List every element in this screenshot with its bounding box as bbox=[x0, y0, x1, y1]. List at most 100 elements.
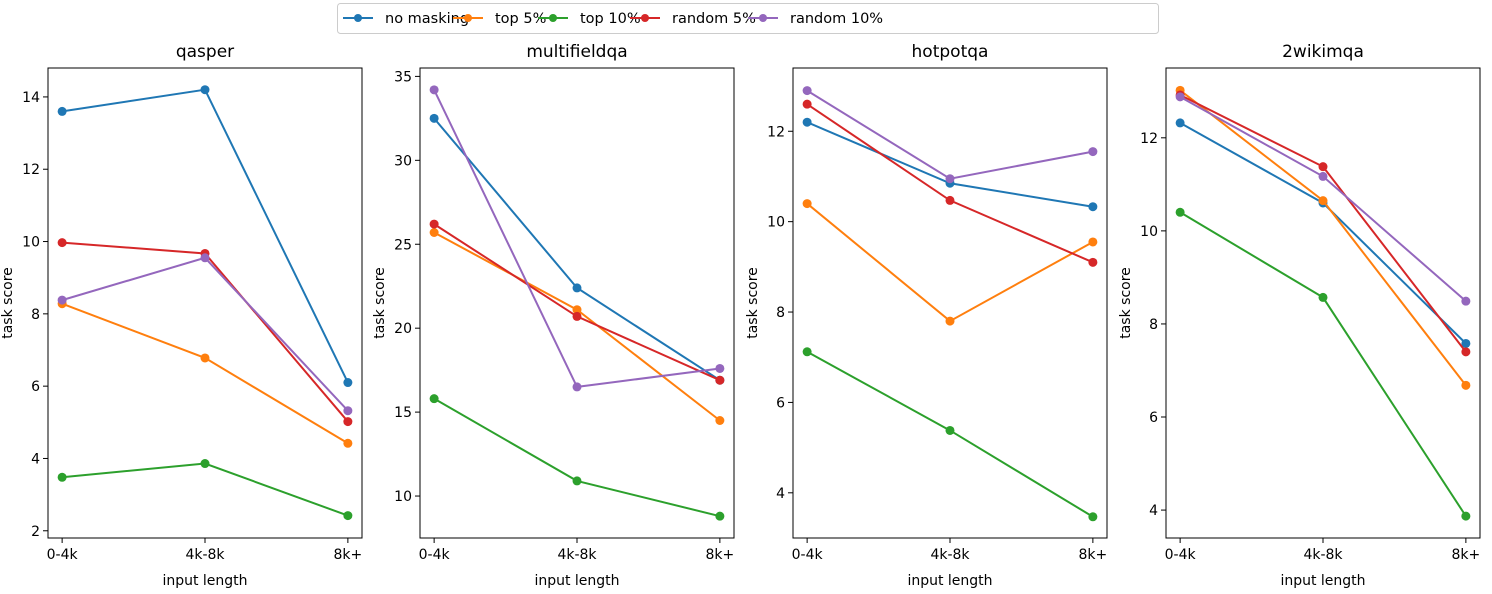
data-point bbox=[200, 85, 210, 95]
x-tick-label: 8k+ bbox=[705, 547, 734, 563]
y-tick-label: 8 bbox=[776, 305, 785, 321]
data-point bbox=[802, 199, 812, 209]
y-tick-label: 30 bbox=[394, 153, 412, 169]
series-top-5- bbox=[802, 199, 1098, 326]
x-tick-label: 0-4k bbox=[419, 547, 451, 563]
legend-entry: no masking bbox=[343, 11, 469, 27]
y-axis-label: task score bbox=[0, 267, 16, 339]
data-point bbox=[429, 219, 439, 229]
data-point bbox=[1318, 171, 1328, 181]
y-tick-label: 20 bbox=[394, 321, 412, 337]
data-point bbox=[57, 238, 67, 248]
data-point bbox=[1461, 347, 1471, 357]
y-tick-label: 8 bbox=[1149, 317, 1158, 333]
data-point bbox=[1088, 237, 1098, 247]
series-line bbox=[62, 241, 349, 423]
series-top-5- bbox=[1175, 85, 1471, 390]
data-point bbox=[343, 417, 353, 427]
data-point bbox=[715, 375, 725, 385]
y-tick-label: 4 bbox=[31, 451, 40, 467]
x-axis-label: input length bbox=[534, 573, 619, 589]
data-point bbox=[343, 406, 353, 416]
axes-frame bbox=[419, 67, 735, 539]
data-point bbox=[945, 174, 955, 184]
data-point bbox=[1318, 292, 1328, 302]
data-point bbox=[429, 228, 439, 237]
panel-multifieldqa: multifieldqa 10 15 20 25 30 35 0-4k 4k-8k 8k+ inpu… bbox=[372, 42, 735, 589]
series-line bbox=[433, 231, 721, 422]
x-tick-label: 8k+ bbox=[1078, 547, 1107, 563]
series-no-masking bbox=[1175, 118, 1471, 348]
series-line bbox=[61, 88, 349, 383]
legend-label: random 10% bbox=[790, 11, 883, 27]
series-random-10- bbox=[57, 253, 353, 416]
series-line bbox=[433, 397, 721, 518]
series-line bbox=[433, 89, 720, 389]
data-point bbox=[1318, 162, 1328, 172]
panel-hotpotqa: hotpotqa 4 6 8 10 12 0-4k 4k-8k 8k+ input length t… bbox=[745, 42, 1108, 589]
x-tick-label: 4k-8k bbox=[185, 547, 225, 563]
data-point bbox=[1175, 92, 1185, 102]
series-top-5- bbox=[429, 228, 725, 425]
series-top-10- bbox=[429, 394, 725, 521]
data-point bbox=[200, 353, 210, 363]
legend-marker-4 bbox=[759, 14, 767, 22]
legend-marker-2 bbox=[549, 14, 557, 22]
legend-entry: random 10% bbox=[748, 11, 883, 27]
legend-label: top 10% bbox=[580, 11, 641, 27]
data-point bbox=[1461, 338, 1471, 348]
x-tick-label: 4k-8k bbox=[930, 547, 970, 563]
legend-entry: top 10% bbox=[538, 11, 641, 27]
series-top-10- bbox=[57, 459, 353, 521]
data-point bbox=[429, 113, 439, 123]
series-random-5- bbox=[429, 219, 725, 385]
legend-entry: top 5% bbox=[453, 11, 546, 27]
y-tick-label: 10 bbox=[1140, 224, 1158, 240]
x-tick-label: 4k-8k bbox=[1303, 547, 1343, 563]
data-point bbox=[1088, 147, 1098, 157]
data-point bbox=[57, 106, 67, 116]
series-no-masking bbox=[57, 85, 353, 388]
series-random-5- bbox=[57, 238, 353, 427]
data-point bbox=[802, 347, 812, 357]
data-point bbox=[200, 459, 210, 469]
series-line bbox=[62, 462, 349, 517]
data-point bbox=[572, 311, 582, 321]
panels: qasper 2 4 6 8 10 12 14 0-4k 4k-8k 8k+ input length… bbox=[0, 42, 1481, 589]
data-point bbox=[715, 363, 725, 373]
series-line bbox=[806, 202, 1094, 323]
x-tick-label: 8k+ bbox=[1451, 547, 1480, 563]
data-point bbox=[802, 86, 812, 96]
y-tick-label: 10 bbox=[22, 235, 40, 251]
x-tick-label: 0-4k bbox=[792, 547, 824, 563]
legend-entry: random 5% bbox=[630, 11, 756, 27]
y-tick-label: 6 bbox=[776, 395, 785, 411]
data-point bbox=[200, 253, 210, 263]
data-point bbox=[1175, 207, 1185, 217]
axes-frame bbox=[1165, 67, 1481, 539]
y-tick-label: 4 bbox=[1149, 503, 1158, 519]
data-point bbox=[1461, 296, 1471, 306]
data-point bbox=[945, 195, 955, 205]
legend: no masking top 5% top 10% random 5% random 1… bbox=[337, 3, 1159, 34]
data-point bbox=[715, 511, 725, 521]
data-point bbox=[572, 382, 582, 392]
series-no-masking bbox=[802, 117, 1098, 212]
y-tick-label: 8 bbox=[31, 307, 40, 323]
series-line bbox=[433, 223, 721, 382]
legend-label: no masking bbox=[385, 11, 469, 27]
y-tick-label: 6 bbox=[1149, 410, 1158, 426]
y-tick-label: 14 bbox=[22, 90, 40, 106]
series-line bbox=[1179, 94, 1467, 353]
y-tick-label: 12 bbox=[767, 124, 785, 140]
data-point bbox=[715, 416, 725, 425]
y-tick-label: 10 bbox=[394, 489, 412, 505]
y-tick-label: 2 bbox=[31, 524, 40, 540]
y-tick-label: 25 bbox=[394, 237, 412, 253]
series-line bbox=[806, 121, 1094, 208]
data-point bbox=[1461, 380, 1471, 390]
panel-title: qasper bbox=[176, 42, 234, 62]
y-tick-label: 12 bbox=[1140, 131, 1158, 147]
data-point bbox=[429, 394, 439, 404]
series-line bbox=[1179, 211, 1467, 517]
